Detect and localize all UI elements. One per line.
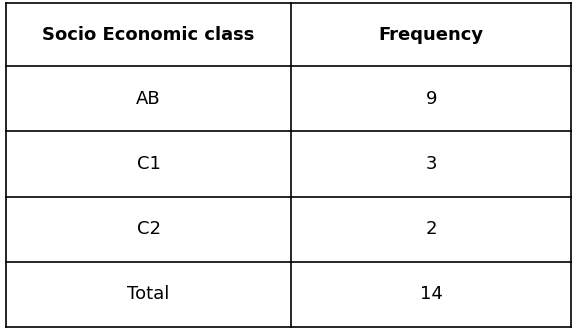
Text: 3: 3	[425, 155, 437, 173]
Text: Total: Total	[128, 285, 170, 303]
Text: Socio Economic class: Socio Economic class	[42, 26, 254, 44]
Text: 14: 14	[420, 285, 443, 303]
Text: C2: C2	[137, 220, 160, 238]
Text: 2: 2	[425, 220, 437, 238]
Text: AB: AB	[136, 90, 161, 108]
Text: Frequency: Frequency	[379, 26, 484, 44]
Text: 9: 9	[425, 90, 437, 108]
Text: C1: C1	[137, 155, 160, 173]
